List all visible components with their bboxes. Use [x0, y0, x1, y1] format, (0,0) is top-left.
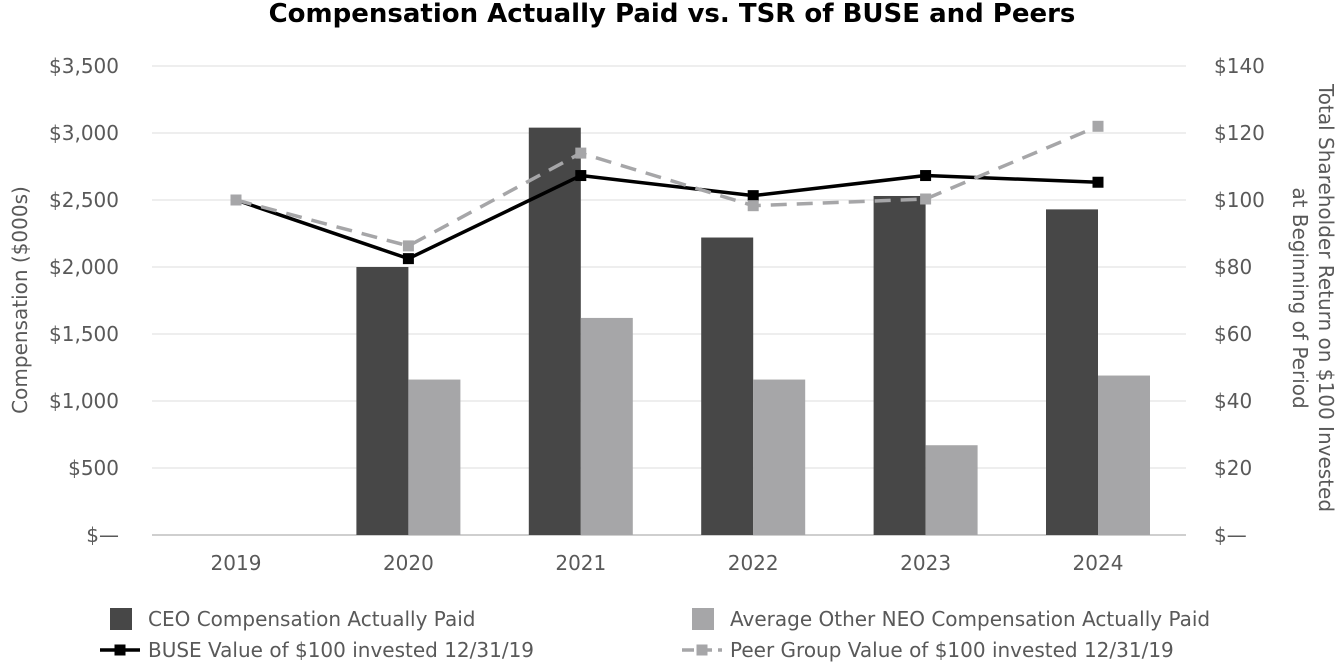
peer-tsr-marker [1092, 120, 1104, 132]
y-tick-label: $2,000 [49, 255, 119, 279]
peer-tsr-marker [402, 240, 414, 252]
legend-label-ceo-cap: CEO Compensation Actually Paid [148, 607, 475, 631]
y-tick-label: $3,500 [49, 54, 119, 78]
gridlines [152, 65, 1186, 536]
y2-tick-label: $40 [1214, 389, 1252, 413]
x-tick-label: 2023 [900, 551, 951, 575]
y2-axis-label-line1: Total Shareholder Return on $100 Investe… [1314, 83, 1338, 512]
y2-tick-label: $80 [1214, 255, 1252, 279]
x-tick-label: 2024 [1073, 551, 1124, 575]
peer-tsr-marker [575, 147, 587, 159]
y2-tick-label: $100 [1214, 188, 1265, 212]
neo-cap-bar [1098, 375, 1150, 535]
legend-label-neo-cap: Average Other NEO Compensation Actually … [730, 607, 1210, 631]
buse-tsr-marker [920, 170, 932, 182]
buse-tsr-line [235, 173, 1099, 261]
y-tick-label: $— [86, 523, 119, 547]
y-tick-label: $3,000 [49, 121, 119, 145]
chart-title: Compensation Actually Paid vs. TSR of BU… [269, 0, 1076, 29]
neo-cap-bar [580, 317, 633, 535]
x-tick-label: 2021 [555, 551, 606, 575]
y-tick-label: $2,500 [49, 188, 119, 212]
y2-tick-label: $60 [1214, 322, 1252, 346]
buse-tsr-marker [402, 253, 414, 265]
x-tick-label: 2020 [383, 551, 434, 575]
bars [356, 127, 1150, 536]
y2-tick-label: $— [1214, 523, 1247, 547]
legend-label-peer: Peer Group Value of $100 invested 12/31/… [730, 638, 1174, 662]
y2-tick-label: $120 [1214, 121, 1265, 145]
buse-tsr-marker [575, 170, 587, 182]
legend-marker-buse [114, 644, 126, 656]
legend-swatch-ceo-cap [110, 608, 132, 630]
legend-swatch-neo-cap [692, 608, 714, 630]
peer-tsr-marker [920, 193, 932, 205]
y2-tick-label: $20 [1214, 456, 1252, 480]
neo-cap-bar [408, 379, 461, 535]
ceo-cap-bar [356, 267, 409, 535]
x-tick-label: 2022 [728, 551, 779, 575]
ceo-cap-bar [1046, 209, 1098, 535]
legend-label-buse: BUSE Value of $100 invested 12/31/19 [148, 638, 534, 662]
legend-marker-peer [696, 644, 708, 656]
peer-tsr-marker [747, 200, 759, 212]
ceo-cap-bar [701, 237, 754, 535]
y2-tick-label: $140 [1214, 54, 1265, 78]
peer-tsr-marker [230, 194, 242, 206]
ticks: $— $500 $1,000 $1,500 $2,000 $2,500 $3,000 $3,5… [49, 54, 1265, 575]
y-tick-label: $500 [68, 456, 119, 480]
y2-axis-label-line2: at Beginning of Period [1288, 187, 1312, 408]
peer-tsr-line [235, 124, 1099, 248]
buse-tsr-marker [1092, 176, 1104, 188]
neo-cap-bar [925, 445, 978, 535]
buse-tsr-marker [747, 190, 759, 202]
neo-cap-bar [753, 379, 806, 535]
y-axis-label: Compensation ($000s) [8, 186, 32, 414]
x-tick-label: 2019 [211, 551, 262, 575]
y-tick-label: $1,000 [49, 389, 119, 413]
lines [230, 120, 1104, 265]
y-tick-label: $1,500 [49, 322, 119, 346]
ceo-cap-bar [873, 195, 926, 536]
legend: CEO Compensation Actually Paid Average Ot… [100, 607, 1210, 662]
